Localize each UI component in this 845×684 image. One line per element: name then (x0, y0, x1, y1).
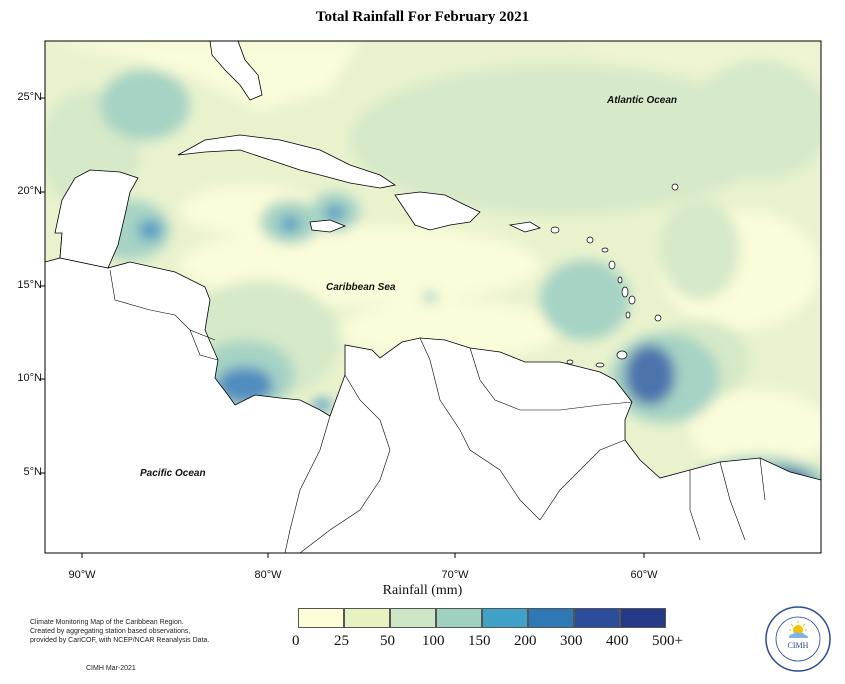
rainfall-map: Atlantic Ocean Caribbean Sea Pacific Oce… (40, 40, 822, 558)
y-tick-5n: 5°N (23, 466, 42, 478)
legend-swatch-50 (390, 608, 436, 628)
issue-date: CIMH Mar-2021 (86, 665, 136, 672)
map-title: Total Rainfall For February 2021 (315, 9, 530, 25)
map-frame (44, 40, 822, 554)
legend-label-100: 100 (422, 633, 445, 649)
legend-colorbar (298, 608, 666, 628)
logo-text: CIMH (788, 641, 809, 650)
legend-label-400: 400 (606, 633, 629, 649)
legend-label-50: 50 (380, 633, 395, 649)
y-tick-25n: 25°N (17, 91, 42, 103)
sun-cloud-icon (789, 621, 808, 638)
legend-swatch-100 (436, 608, 482, 628)
legend-label-300: 300 (560, 633, 583, 649)
legend-swatch-25 (344, 608, 390, 628)
land (45, 41, 821, 553)
credit-line: Climate Monitoring Map of the Caribbean … (30, 619, 184, 626)
label-atlantic: Atlantic Ocean (606, 95, 677, 106)
legend-label-0: 0 (292, 633, 300, 649)
legend-swatch-150 (482, 608, 528, 628)
legend-swatch-0 (298, 608, 344, 628)
rainfall-field: Atlantic Ocean Caribbean Sea Pacific Oce… (45, 41, 821, 553)
legend-label-150: 150 (468, 633, 491, 649)
label-pacific: Pacific Ocean (140, 468, 206, 479)
y-tick-10n: 10°N (17, 372, 42, 384)
tick-marks (40, 97, 645, 558)
legend-label-25: 25 (334, 633, 349, 649)
lesser-antilles (550, 183, 679, 368)
borders (109, 269, 766, 553)
legend-title: Rainfall (mm) (382, 583, 463, 598)
y-tick-20n: 20°N (17, 185, 42, 197)
cimh-logo: CIMH (765, 606, 831, 672)
legend-labels: 0 25 50 100 150 200 300 400 500+ (290, 633, 710, 653)
x-tick-70w: 70°W (441, 569, 469, 581)
x-tick-60w: 60°W (630, 569, 658, 581)
legend-label-200: 200 (514, 633, 537, 649)
credit-line: provided by CariCOF, with NCEP/NCAR Rean… (30, 637, 210, 644)
y-tick-15n: 15°N (17, 279, 42, 291)
legend-swatch-200 (528, 608, 574, 628)
x-tick-80w: 80°W (254, 569, 282, 581)
legend-swatch-400 (620, 608, 666, 628)
legend-label-500plus: 500+ (652, 633, 683, 649)
credit-line: Created by aggregating station based obs… (30, 628, 191, 635)
x-tick-90w: 90°W (68, 569, 96, 581)
legend-swatch-300 (574, 608, 620, 628)
credit-text: Climate Monitoring Map of the Caribbean … (30, 618, 230, 645)
label-caribbean: Caribbean Sea (326, 282, 396, 293)
